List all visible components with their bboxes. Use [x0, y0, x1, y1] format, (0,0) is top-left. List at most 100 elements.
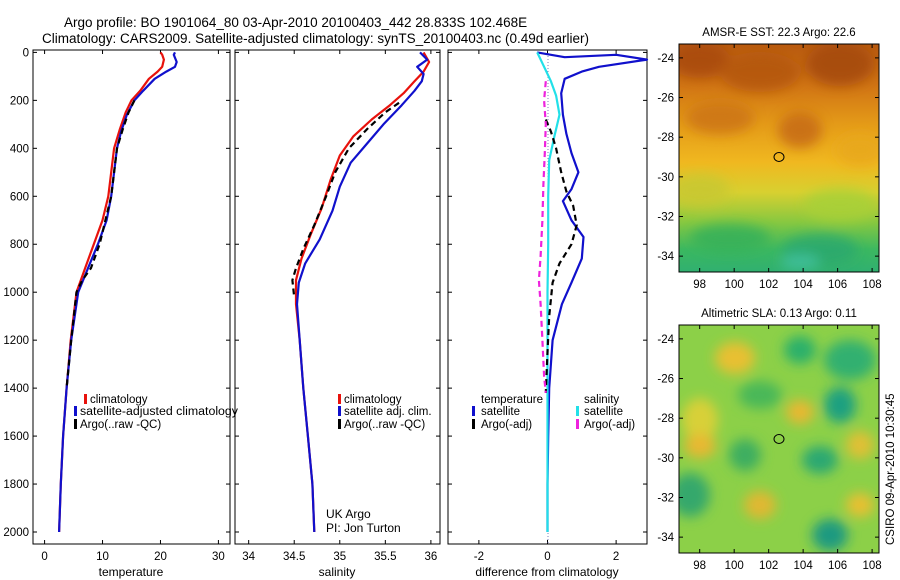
sst-map-image: [679, 44, 879, 272]
depth-tick-label: 800: [10, 239, 29, 251]
legend-satellite-sal: satellite adj. clim.: [344, 406, 432, 418]
lat-tick-label: -28: [657, 413, 674, 425]
temperature-x-axis: 0 10 20 30: [33, 50, 230, 563]
lat-tick-label: -24: [657, 53, 674, 65]
legend-sal-satellite: satellite: [584, 406, 623, 418]
sst-argo-marker: [773, 152, 785, 162]
x-tick-label: 20: [154, 551, 167, 563]
legend-swatch-satellite-adjusted: [74, 406, 77, 416]
lon-tick-label: 102: [759, 279, 778, 291]
sla-map-axes: 98 100 102 104 106 108 -24 -26 -28 -30 -32 -34: [657, 325, 882, 572]
legend-satellite-adjusted: satellite-adjusted climatology: [80, 406, 238, 418]
legend-temp-satellite: satellite: [481, 406, 520, 418]
sst-map-axes: 98 100 102 104 106 108 -24 -26 -28 -30 -32 -34: [657, 44, 882, 291]
legend-title-temperature: temperature: [481, 394, 543, 406]
depth-tick-label: 1800: [3, 479, 29, 491]
legend-argo: Argo(..raw -QC): [80, 419, 161, 431]
x-tick-label: 0: [41, 551, 47, 563]
legend-swatch-satellite-sal: [338, 406, 341, 416]
legend-climatology: climatology: [90, 394, 148, 406]
sla-map-title: Altimetric SLA: 0.13 Argo: 0.11: [701, 308, 857, 320]
temperature-plot-area: [32, 49, 231, 545]
lat-tick-label: -28: [657, 132, 674, 144]
depth-tick-label: 200: [10, 95, 29, 107]
depth-tick-label: 600: [10, 191, 29, 203]
legend-swatch-argo: [74, 419, 77, 429]
temperature-legend: climatology satellite-adjusted climatolo…: [74, 394, 238, 431]
x-tick-label: 36: [424, 551, 437, 563]
lon-tick-label: 106: [828, 279, 847, 291]
series-line-climatology: [58, 51, 165, 533]
lon-tick-label: 102: [759, 560, 778, 572]
lon-tick-label: 104: [794, 560, 814, 572]
program-note: UK Argo: [326, 507, 371, 521]
sst-map-title: AMSR-E SST: 22.3 Argo: 22.6: [702, 27, 855, 39]
pi-note: PI: Jon Turton: [326, 521, 401, 535]
depth-tick-label: 2000: [3, 527, 29, 539]
depth-tick-label: 0: [23, 47, 29, 59]
lat-tick-label: -32: [657, 492, 674, 504]
sla-map-frame: [678, 324, 880, 554]
lat-tick-label: -30: [657, 172, 674, 184]
legend-swatch-sal-satellite: [576, 406, 579, 416]
lat-tick-label: -34: [657, 532, 674, 544]
lon-tick-label: 106: [828, 560, 847, 572]
x-tick-label: 30: [212, 551, 225, 563]
lat-tick-label: -30: [657, 453, 674, 465]
difference-x-label: difference from climatology: [475, 565, 618, 579]
difference-legend: temperature salinity satellite Argo(-adj…: [472, 394, 635, 431]
temperature-series: [58, 51, 178, 533]
series-line-climatology: [294, 51, 431, 533]
x-tick-label: 10: [96, 551, 109, 563]
difference-x-axis: -2 0 2: [448, 50, 647, 563]
lat-tick-label: -34: [657, 251, 674, 263]
legend-swatch-temp-argo: [472, 419, 475, 429]
lon-tick-label: 100: [725, 560, 744, 572]
salinity-plot-area: [234, 49, 441, 545]
sst-map-frame: [678, 43, 880, 273]
legend-swatch-climatology: [84, 394, 87, 404]
legend-title-salinity: salinity: [584, 394, 619, 406]
lat-tick-label: -26: [657, 93, 674, 105]
salinity-legend: climatology satellite adj. clim. Argo(..…: [338, 394, 432, 431]
depth-tick-label: 1000: [3, 287, 29, 299]
salinity-x-label: salinity: [319, 565, 356, 579]
legend-climatology-sal: climatology: [344, 394, 402, 406]
lat-tick-label: -26: [657, 374, 674, 386]
series-line-argo-raw-qc: [291, 101, 400, 298]
salinity-series: [291, 51, 431, 533]
lon-tick-label: 108: [863, 279, 882, 291]
x-tick-label: 0: [544, 551, 550, 563]
series-line-salinity-argo-adj: [537, 81, 547, 394]
legend-swatch-temp-satellite: [472, 406, 475, 416]
legend-sal-argo: Argo(-adj): [584, 419, 635, 431]
sla-argo-marker: [773, 434, 785, 444]
lon-tick-label: 98: [693, 279, 706, 291]
x-tick-label: 35.5: [374, 551, 396, 563]
lon-tick-label: 98: [693, 560, 706, 572]
legend-swatch-sal-argo: [576, 419, 579, 429]
legend-swatch-argo-sal: [338, 419, 341, 429]
series-line-salinity-satellite: [536, 51, 561, 532]
depth-tick-label: 1200: [3, 335, 29, 347]
series-line-argo-raw-qc: [65, 99, 136, 389]
x-tick-label: 35: [333, 551, 346, 563]
legend-temp-argo: Argo(-adj): [481, 419, 532, 431]
depth-tick-label: 400: [10, 143, 29, 155]
legend-argo-sal: Argo(..raw -QC): [344, 419, 425, 431]
x-tick-label: -2: [474, 551, 484, 563]
temperature-x-label: temperature: [99, 565, 164, 579]
timestamp-stamp: CSIRO 09-Apr-2010 10:30:45: [885, 393, 897, 545]
difference-series: [536, 51, 649, 532]
x-tick-label: 34: [242, 551, 255, 563]
depth-tick-label: 1600: [3, 431, 29, 443]
lon-tick-label: 104: [794, 279, 814, 291]
chart-title-line2: Climatology: CARS2009. Satellite-adjuste…: [42, 31, 589, 46]
depth-axis: 0 200 400 600 800 1000 1200 1400 1600 1800 2000: [3, 47, 29, 539]
legend-swatch-climatology-sal: [338, 394, 341, 404]
lon-tick-label: 108: [863, 560, 882, 572]
series-line-satellite-adj-clim: [295, 51, 429, 533]
lat-tick-label: -24: [657, 334, 674, 346]
x-tick-label: 2: [613, 551, 619, 563]
